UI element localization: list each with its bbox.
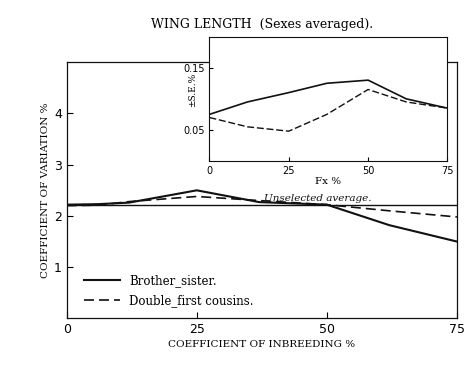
X-axis label: Fx %: Fx % (316, 177, 341, 186)
Legend: Brother_sister., Double_first cousins.: Brother_sister., Double_first cousins. (84, 274, 254, 307)
Text: Unselected average.: Unselected average. (264, 194, 372, 203)
X-axis label: COEFFICIENT OF INBREEDING %: COEFFICIENT OF INBREEDING % (168, 340, 356, 350)
Text: ±S.E.%: ±S.E.% (188, 72, 197, 107)
Text: WING LENGTH  (Sexes averaged).: WING LENGTH (Sexes averaged). (151, 18, 373, 31)
Y-axis label: COEFFICIENT OF VARIATION %: COEFFICIENT OF VARIATION % (41, 102, 50, 278)
